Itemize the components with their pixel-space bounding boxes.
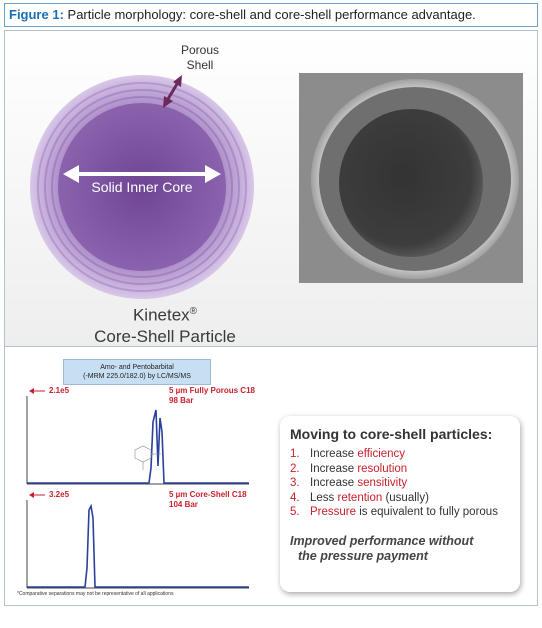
core-shell-label-line1: 5 µm Core-Shell C18 bbox=[169, 490, 247, 500]
conclusion-line2: the pressure payment bbox=[290, 549, 510, 564]
tem-core bbox=[339, 109, 483, 257]
fully-porous-label-line2: 98 Bar bbox=[169, 396, 255, 406]
list-item-highlight: efficiency bbox=[357, 448, 405, 460]
conclusion-line1: Improved performance without bbox=[290, 534, 510, 549]
comparative-note: *Comparative separations may not be repr… bbox=[17, 591, 173, 597]
list-item: 3. Increase sensitivity bbox=[290, 476, 510, 491]
particle-name-line2: Core-Shell Particle bbox=[45, 326, 285, 347]
list-item: 2. Increase resolution bbox=[290, 462, 510, 477]
list-item: 4. Less retention (usually) bbox=[290, 491, 510, 506]
core-shell-intensity: 3.2e5 bbox=[49, 490, 69, 500]
list-item-number: 4. bbox=[290, 491, 310, 506]
list-item-text: Increase bbox=[310, 477, 357, 489]
list-item-highlight: resolution bbox=[357, 463, 407, 475]
particle-name-line1: Kinetex bbox=[133, 306, 190, 325]
list-item-text: Increase bbox=[310, 463, 357, 475]
callout-title: Moving to core-shell particles: bbox=[290, 426, 510, 442]
list-item: 5. Pressure is equivalent to fully porous bbox=[290, 505, 510, 520]
particle-name: Kinetex® Core-Shell Particle bbox=[45, 301, 285, 347]
figure-caption-text: Particle morphology: core-shell and core… bbox=[64, 7, 476, 22]
list-item-highlight: Pressure bbox=[310, 506, 356, 518]
list-item-highlight: retention bbox=[338, 492, 383, 504]
figure-label: Figure 1: bbox=[9, 7, 64, 22]
figure-frame: Porous Shell Solid Inner Core Kinetex® C… bbox=[4, 30, 538, 606]
list-item-suffix: is equivalent to fully porous bbox=[356, 506, 498, 518]
list-item-number: 2. bbox=[290, 462, 310, 477]
chromatogram-title-line2: (-MRM 225.0/182.0) by LC/MS/MS bbox=[64, 372, 210, 381]
porous-shell-label-line1: Porous bbox=[165, 43, 235, 58]
tem-micrograph bbox=[299, 73, 523, 283]
chromatogram-title: Amo- and Pentobarbital (-MRM 225.0/182.0… bbox=[63, 359, 211, 385]
intensity-arrow-top bbox=[29, 388, 45, 394]
core-shell-particle-diagram bbox=[5, 31, 305, 299]
fully-porous-label: 5 µm Fully Porous C18 98 Bar bbox=[169, 386, 255, 406]
porous-shell-label: Porous Shell bbox=[165, 43, 235, 73]
intensity-arrow-bottom bbox=[29, 492, 45, 498]
core-shell-benefits-callout: Moving to core-shell particles: 1. Increa… bbox=[280, 416, 520, 592]
list-item-number: 3. bbox=[290, 476, 310, 491]
fully-porous-trace bbox=[27, 410, 249, 483]
benefits-list: 1. Increase efficiency 2. Increase resolut… bbox=[290, 447, 510, 520]
fully-porous-intensity: 2.1e5 bbox=[49, 386, 69, 396]
tem-micrograph-image bbox=[299, 73, 523, 283]
list-item-highlight: sensitivity bbox=[357, 477, 407, 489]
callout-conclusion: Improved performance without the pressur… bbox=[290, 534, 510, 564]
figure-caption: Figure 1: Particle morphology: core-shel… bbox=[4, 3, 538, 27]
list-item-text: Increase bbox=[310, 448, 357, 460]
list-item-number: 5. bbox=[290, 505, 310, 520]
chromatogram-title-line1: Amo- and Pentobarbital bbox=[64, 363, 210, 372]
list-item-suffix: (usually) bbox=[382, 492, 429, 504]
list-item-number: 1. bbox=[290, 447, 310, 462]
registered-mark: ® bbox=[190, 306, 197, 317]
porous-shell-label-line2: Shell bbox=[165, 58, 235, 73]
fully-porous-label-line1: 5 µm Fully Porous C18 bbox=[169, 386, 255, 396]
core-shell-label: 5 µm Core-Shell C18 104 Bar bbox=[169, 490, 247, 510]
performance-panel: Amo- and Pentobarbital (-MRM 225.0/182.0… bbox=[5, 348, 537, 605]
list-item-text: Less bbox=[310, 492, 338, 504]
core-shell-label-line2: 104 Bar bbox=[169, 500, 247, 510]
list-item: 1. Increase efficiency bbox=[290, 447, 510, 462]
solid-inner-core-label: Solid Inner Core bbox=[47, 179, 237, 195]
particle-morphology-panel: Porous Shell Solid Inner Core Kinetex® C… bbox=[5, 31, 537, 347]
core-shell-trace bbox=[27, 506, 249, 587]
